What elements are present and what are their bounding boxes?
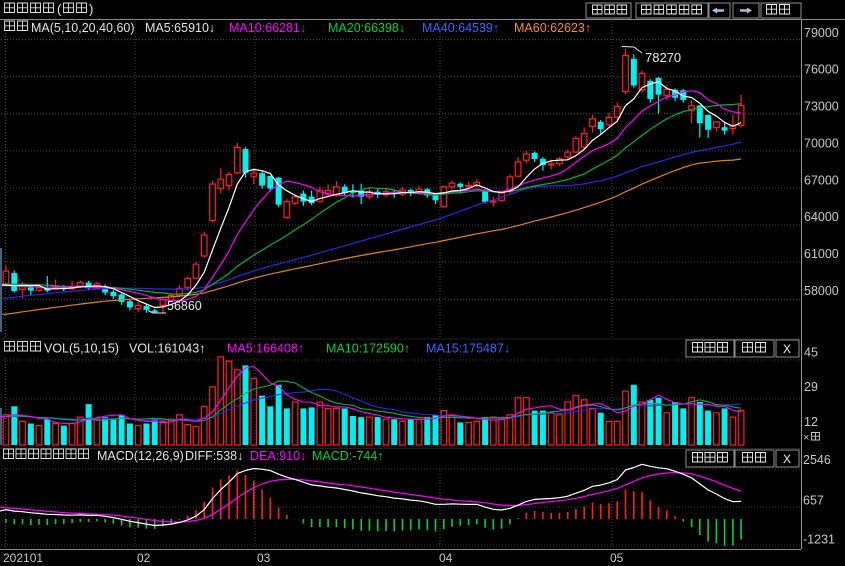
svg-text:76000: 76000 — [804, 63, 839, 77]
svg-text:): ) — [89, 2, 93, 17]
svg-text:03: 03 — [257, 551, 271, 565]
svg-text:78270: 78270 — [645, 50, 681, 65]
svg-text:61000: 61000 — [804, 247, 839, 261]
svg-text:MA5:65910↓: MA5:65910↓ — [145, 21, 215, 35]
svg-text:×: × — [803, 432, 809, 444]
svg-text:MA5:166408↑: MA5:166408↑ — [227, 342, 304, 356]
svg-text:MA40:64539↑: MA40:64539↑ — [422, 21, 499, 35]
svg-text:67000: 67000 — [804, 173, 839, 187]
svg-text:73000: 73000 — [804, 100, 839, 114]
svg-text:657: 657 — [803, 494, 824, 508]
svg-text:VOL(5,10,15): VOL(5,10,15) — [44, 342, 119, 356]
svg-text:45: 45 — [804, 346, 818, 360]
svg-text:05: 05 — [610, 551, 624, 565]
svg-text:MA15:175487↓: MA15:175487↓ — [426, 342, 510, 356]
svg-text:DEA:910↓: DEA:910↓ — [250, 449, 306, 463]
svg-text:-1231: -1231 — [803, 533, 835, 547]
svg-text:70000: 70000 — [804, 136, 839, 150]
svg-text:MA60:62623↑: MA60:62623↑ — [514, 21, 591, 35]
svg-text:29: 29 — [804, 380, 818, 394]
svg-text:MA10:66281↓: MA10:66281↓ — [229, 21, 306, 35]
svg-text:79000: 79000 — [804, 26, 839, 40]
svg-text:64000: 64000 — [804, 210, 839, 224]
svg-text:02: 02 — [137, 551, 151, 565]
svg-text:(: ( — [57, 2, 62, 17]
svg-text:X: X — [783, 452, 791, 466]
svg-text:58000: 58000 — [804, 284, 839, 298]
svg-text:MA10:172590↑: MA10:172590↑ — [326, 342, 410, 356]
svg-text:MA20:66398↓: MA20:66398↓ — [328, 21, 405, 35]
svg-text:MA(5,10,20,40,60): MA(5,10,20,40,60) — [31, 21, 135, 35]
svg-text:2546: 2546 — [803, 453, 831, 467]
svg-text:MACD:-744↑: MACD:-744↑ — [312, 449, 384, 463]
svg-text:04: 04 — [439, 551, 453, 565]
svg-text:12: 12 — [804, 415, 818, 429]
svg-text:56860: 56860 — [167, 299, 202, 313]
svg-text:X: X — [783, 342, 791, 356]
svg-text:DIFF:538↓: DIFF:538↓ — [185, 449, 243, 463]
svg-text:MACD(12,26,9): MACD(12,26,9) — [97, 449, 184, 463]
svg-text:VOL:161043↑: VOL:161043↑ — [129, 342, 205, 356]
svg-text:202101: 202101 — [3, 551, 43, 565]
